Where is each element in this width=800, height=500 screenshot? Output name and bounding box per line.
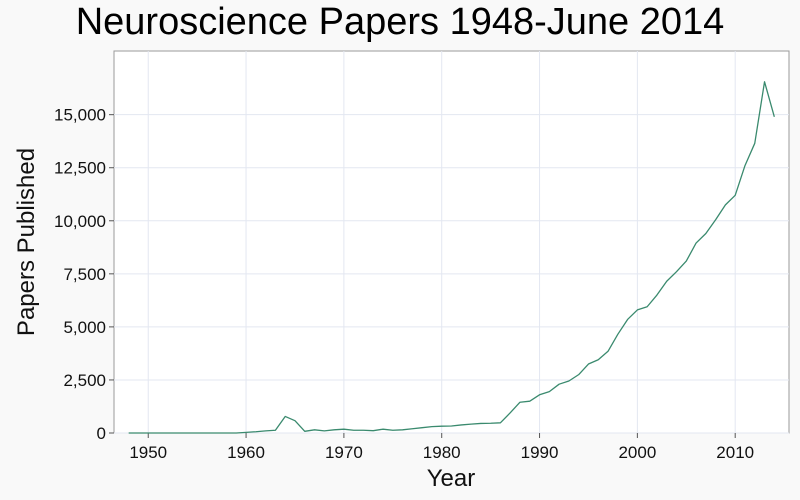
x-tick-label: 1960 bbox=[227, 443, 265, 462]
x-tick-label: 1950 bbox=[129, 443, 167, 462]
y-tick-label: 10,000 bbox=[54, 212, 106, 231]
plot-area bbox=[113, 50, 790, 434]
y-tick-label: 0 bbox=[97, 424, 106, 443]
y-axis-label: Papers Published bbox=[13, 148, 40, 336]
y-tick-label: 15,000 bbox=[54, 106, 106, 125]
y-axis-ticks: 0 2,500 5,000 7,500 10,000 12,500 15,000 bbox=[54, 106, 114, 443]
x-tick-label: 2010 bbox=[716, 443, 754, 462]
x-tick-label: 1990 bbox=[521, 443, 559, 462]
series-group bbox=[128, 81, 775, 434]
series-line bbox=[128, 81, 775, 434]
x-axis-ticks: 1950 1960 1970 1980 1990 2000 2010 bbox=[129, 433, 754, 462]
y-tick-label: 5,000 bbox=[63, 318, 106, 337]
x-tick-label: 1980 bbox=[423, 443, 461, 462]
x-tick-label: 2000 bbox=[618, 443, 656, 462]
y-tick-label: 2,500 bbox=[63, 371, 106, 390]
y-tick-label: 7,500 bbox=[63, 265, 106, 284]
chart-title: Neuroscience Papers 1948-June 2014 bbox=[76, 1, 725, 43]
x-axis-label: Year bbox=[427, 465, 476, 492]
gridlines bbox=[114, 51, 789, 434]
y-tick-label: 12,500 bbox=[54, 159, 106, 178]
x-tick-label: 1970 bbox=[325, 443, 363, 462]
